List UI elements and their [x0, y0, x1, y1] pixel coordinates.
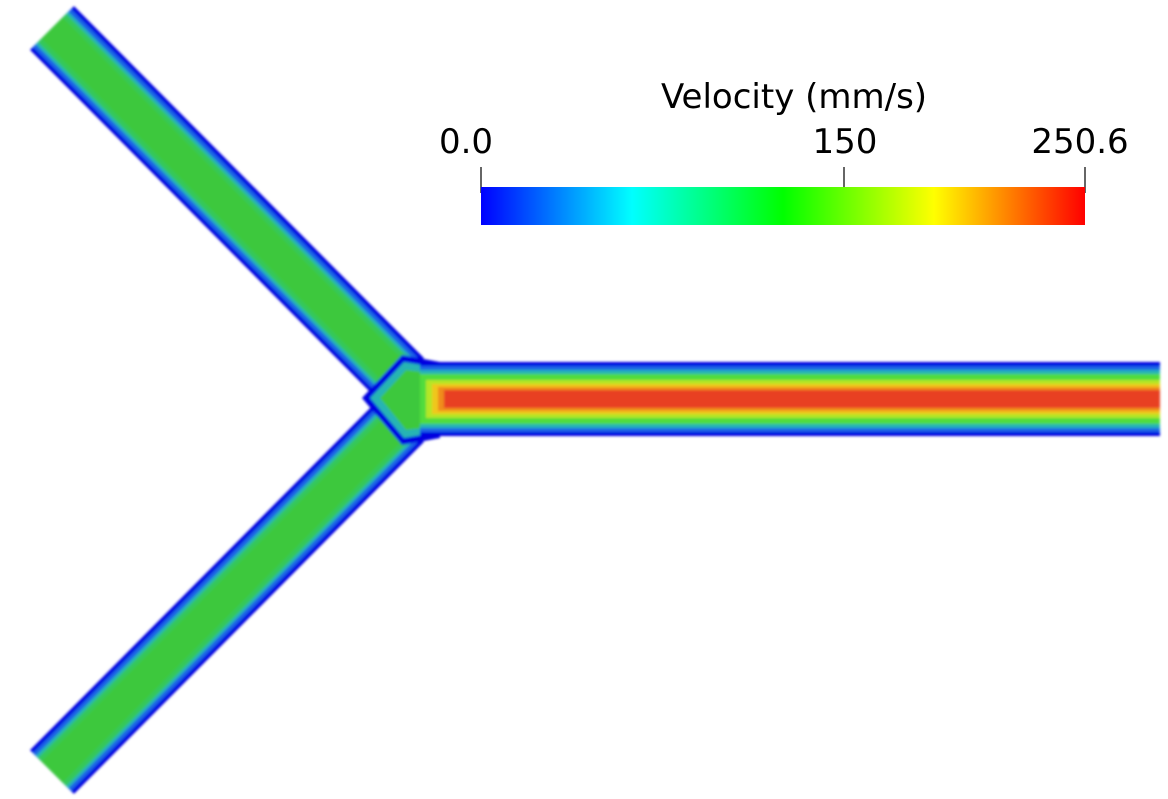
colorbar-mid-label: 150 — [813, 122, 878, 162]
y-channel — [30, 6, 1160, 794]
colorbar-min-label: 0.0 — [439, 122, 493, 162]
colorbar-bar — [481, 187, 1085, 225]
colorbar-title: Velocity (mm/s) — [661, 77, 927, 117]
colorbar-max-label: 250.6 — [1031, 122, 1128, 162]
colorbar-legend: Velocity (mm/s) 0.0 150 250.6 — [439, 77, 1129, 225]
lower-inlet-branch — [30, 398, 424, 794]
upper-inlet-branch — [30, 6, 424, 402]
outlet-channel — [420, 362, 1160, 436]
